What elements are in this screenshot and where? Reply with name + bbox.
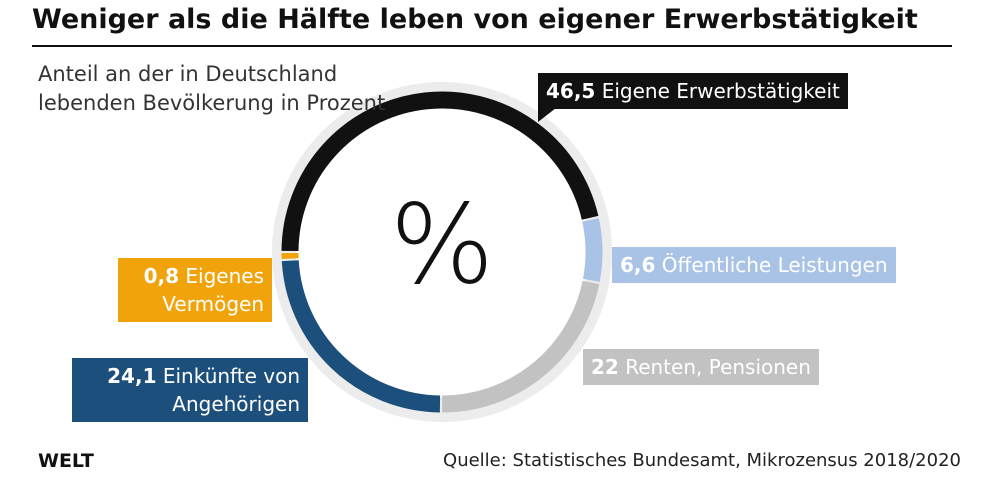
segment-label: 0,8 Eigenes Vermögen [118, 258, 272, 322]
brand: WELT [38, 450, 94, 472]
category-label: Einkünfte von Angehörigen [162, 364, 300, 416]
value-label: 0,8 [143, 264, 180, 288]
category-label: Eigene Erwerbstätigkeit [601, 79, 840, 103]
value-label: 46,5 [546, 79, 596, 103]
value-label: 22 [591, 355, 619, 379]
title-rule [32, 45, 952, 47]
segment-label: 46,5 Eigene Erwerbstätigkeit [538, 73, 848, 109]
value-label: 24,1 [107, 364, 157, 388]
donut-segment [281, 91, 599, 252]
category-label: Eigenes Vermögen [162, 264, 264, 316]
chart-subtitle: Anteil an der in Deutschland lebenden Be… [38, 62, 386, 115]
chart-title: Weniger als die Hälfte leben von eigener… [32, 4, 918, 35]
label-pointer [538, 108, 556, 122]
segment-label: 22 Renten, Pensionen [583, 349, 819, 385]
category-label: Renten, Pensionen [625, 355, 811, 379]
donut-segment [281, 260, 441, 413]
segment-label: 6,6 Öffentliche Leistungen [612, 247, 896, 283]
value-label: 6,6 [620, 253, 656, 277]
center-symbol: % [390, 180, 495, 308]
category-label: Öffentliche Leistungen [661, 253, 888, 277]
donut-segment [442, 280, 600, 413]
segment-label: 24,1 Einkünfte von Angehörigen [72, 358, 308, 422]
donut-segment [582, 218, 603, 282]
source: Quelle: Statistisches Bundesamt, Mikroze… [443, 450, 961, 471]
